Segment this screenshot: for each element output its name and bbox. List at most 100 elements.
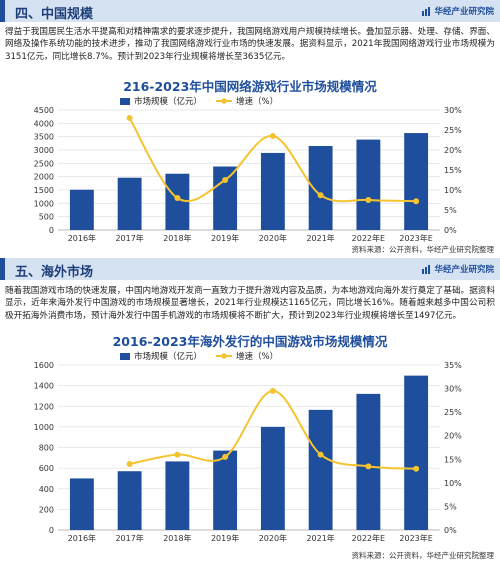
chart2-legend-line-label: 增速（%） [236,351,278,362]
chart1-bar [213,166,238,230]
chart1-y-tick-label: 3500 [34,133,54,142]
chart2-bar [117,471,142,530]
chart2-y-tick-label: 200 [39,505,54,514]
brand-bars-icon [422,6,431,16]
chart2-x-tick-label: 2022年E [352,533,385,543]
chart2: 市场规模（亿元） 增速（%） 0 200 400 600 800 1000 1200 1400 16… [34,351,463,543]
chart2-x-tick-label: 2017年 [115,533,143,543]
chart2-y2-tick-label: 10% [444,479,462,488]
chart2-growth-point [317,451,324,458]
chart1-legend-line-marker [221,98,227,104]
chart1-growth-point [174,195,181,201]
chart1-x-tick-label: 2020年 [259,233,287,243]
chart2-bar [260,426,285,530]
chart2-legend-bar-swatch [120,353,130,360]
chart1-y-tick-label: 500 [39,213,54,222]
chart1-y-tick-label: 4500 [34,106,54,115]
chart2-legend-bar-label: 市场规模（亿元） [134,351,202,362]
chart1-bar [69,189,94,230]
chart1-growth-point [413,198,420,205]
chart2-y-tick-label: 1600 [34,361,54,370]
chart1-title: 216-2023年中国网络游戏行业市场规模情况 [123,79,377,94]
section5-paragraph: 随着我国游戏市场的快速发展，中国内地游戏开发商一直致力于提升游戏内容及品质，为本… [5,286,495,321]
chart2-y-tick-label: 400 [39,485,54,494]
chart1-y-tick-label: 2500 [34,159,54,168]
chart1-x-tick-label: 2017年 [115,233,143,243]
chart1-growth-point [365,197,372,203]
chart1-y2-tick-label: 0% [444,226,457,235]
chart2-bar [404,375,429,530]
chart2-growth-point [126,461,133,467]
brand-logo-2: 华经产业研究院 [422,263,494,275]
chart2-y2-tick-label: 35% [444,361,462,370]
chart2-legend-line-marker [221,353,227,359]
chart1: 市场规模（亿元） 增速（%） 0 500 1000 1500 2000 2500 3000 350… [34,96,463,243]
chart2-growth-point [222,453,229,460]
chart2-bar [165,461,190,530]
chart2-y2-tick-label: 15% [444,455,462,464]
chart2-x-tick-label: 2023年E [399,533,432,543]
chart1-bar [117,177,142,230]
chart1-legend-bar-swatch [120,98,130,105]
chart2-y-tick-label: 800 [39,444,54,453]
chart2-growth-point [365,463,372,470]
chart1-bar [404,133,429,230]
chart1-y2-tick-label: 15% [444,166,462,175]
chart1-growth-point [222,177,229,183]
section4-source: 资料来源：公开资料，华经产业研究院整理 [351,245,495,254]
chart1-legend-bar-label: 市场规模（亿元） [134,96,202,107]
chart2-bar [213,450,238,530]
chart1-y-tick-label: 0 [49,226,54,235]
chart2-y-tick-label: 1200 [34,402,54,411]
chart1-y-tick-label: 3000 [34,146,54,155]
chart2-growth-point [413,465,420,472]
chart1-y2-tick-label: 20% [444,146,462,155]
chart1-x-tick-label: 2019年 [211,233,239,243]
section-title-4: 四、中国规模 [15,7,94,22]
section-title-5: 五、海外市场 [15,265,94,280]
chart1-growth-point [269,133,276,139]
brand-bars-icon [422,264,431,274]
chart2-y2-tick-label: 30% [444,385,462,394]
chart1-bar [165,173,190,230]
chart1-bar [356,139,381,230]
chart2-growth-point [269,387,276,394]
chart1-growth-point [317,192,324,199]
chart1-x-tick-label: 2018年 [163,233,191,243]
chart1-x-tick-label: 2016年 [68,233,96,243]
chart1-x-tick-label: 2023年E [399,233,432,243]
brand-name: 华经产业研究院 [434,7,494,17]
section4-paragraph: 得益于我国居民生活水平提高和对精神需求的要求逐步提升，我国网络游戏用户规模持续增… [5,27,495,62]
chart1-x-tick-label: 2021年 [306,233,334,243]
chart2-x-tick-label: 2021年 [306,533,334,543]
chart2-x-tick-label: 2019年 [211,533,239,543]
chart1-growth-point [126,115,133,121]
chart1-y-tick-label: 2000 [34,173,54,182]
chart2-y2-tick-label: 5% [444,502,457,511]
chart1-y-tick-label: 1000 [34,199,54,208]
chart1-y2-tick-label: 30% [444,106,462,115]
chart2-y2-tick-label: 20% [444,432,462,441]
chart1-y2-tick-label: 10% [444,186,462,195]
chart2-x-tick-label: 2020年 [259,533,287,543]
section-header-5: 五、海外市场 华经产业研究院 [0,258,500,280]
chart2-growth-point [174,451,181,458]
chart1-y-tick-label: 1500 [34,186,54,195]
chart2-y2-tick-label: 0% [444,526,457,535]
chart2-y2-tick-label: 25% [444,408,462,417]
chart2-bar [356,393,381,530]
section-header-4: 四、中国规模 华经产业研究院 [0,0,500,22]
chart1-y2-tick-label: 5% [444,206,457,215]
chart2-y-tick-label: 1000 [34,423,54,432]
chart1-x-tick-label: 2022年E [352,233,385,243]
chart1-y-tick-label: 4000 [34,119,54,128]
section5-source: 资料来源：公开资料，华经产业研究院整理 [351,551,495,560]
chart1-bar [260,152,285,230]
chart2-x-tick-label: 2016年 [68,533,96,543]
chart2-y-tick-label: 600 [39,464,54,473]
chart2-bar [69,478,94,530]
chart1-y2-tick-label: 25% [444,126,462,135]
chart2-bar [308,409,333,530]
chart1-legend-line-label: 增速（%） [236,96,278,107]
chart2-y-tick-label: 0 [49,526,54,535]
